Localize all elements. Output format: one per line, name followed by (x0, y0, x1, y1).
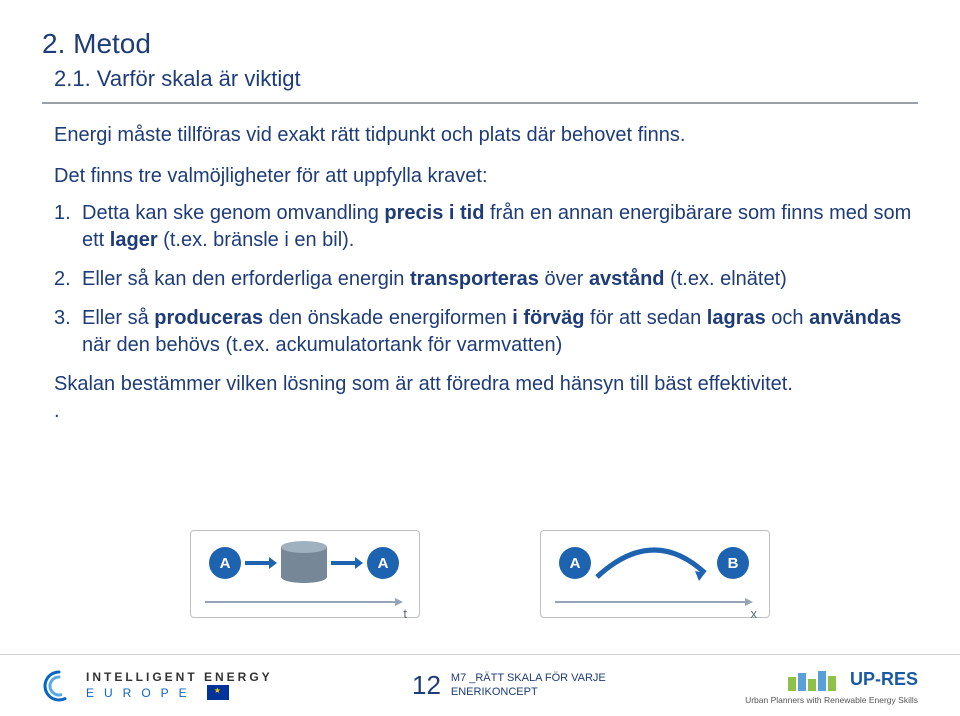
heading-1: 2. Metod (42, 28, 918, 60)
distance-axis: x (555, 610, 755, 611)
list-intro: Det finns tre valmöjligheter för att upp… (54, 163, 918, 190)
bold: lagras (707, 307, 766, 329)
item-number: 1. (54, 200, 71, 227)
ie-line2: EUROPE (86, 685, 273, 700)
diagram-transport-panel: A B x (540, 530, 770, 618)
arrow-icon (331, 561, 355, 565)
arrow-icon (245, 561, 269, 565)
upres-tagline: Urban Planners with Renewable Energy Ski… (745, 695, 918, 705)
item-number: 3. (54, 305, 71, 332)
text: för att sedan (585, 307, 707, 329)
ie-swirl-icon (42, 669, 76, 703)
bold: produceras (154, 307, 263, 329)
divider (42, 102, 918, 104)
ie-line1: INTELLIGENT ENERGY (86, 671, 273, 683)
footer: INTELLIGENT ENERGY EUROPE 12 M7 _RÄTT SK… (0, 654, 960, 716)
upres-name: UP-RES (850, 669, 918, 690)
up-res-logo: UP-RES Urban Planners with Renewable Ene… (745, 667, 918, 705)
bold: precis i tid (384, 202, 484, 224)
bold: användas (809, 307, 901, 329)
text: och (766, 307, 809, 329)
page-number: 12 (412, 670, 441, 701)
heading-2: 2.1. Varför skala är viktigt (54, 66, 918, 92)
text: Eller så (82, 307, 154, 329)
node-b: B (717, 547, 749, 579)
arc-arrow-icon (593, 537, 713, 583)
text: Eller så kan den erforderliga energin (82, 268, 410, 290)
time-axis: t (205, 610, 405, 611)
stray-dot: . (54, 400, 918, 423)
bold: transporteras (410, 268, 539, 290)
numbered-list: 1. Detta kan ske genom omvandling precis… (54, 200, 918, 359)
text: (t.ex. bränsle i en bil). (158, 229, 355, 251)
intelligent-energy-logo: INTELLIGENT ENERGY EUROPE (42, 669, 273, 703)
list-item-3: 3. Eller så produceras den önskade energ… (54, 305, 918, 359)
upres-buildings-icon (786, 667, 842, 693)
text: den önskade energiformen (263, 307, 512, 329)
axis-label: x (751, 606, 758, 621)
list-item-2: 2. Eller så kan den erforderliga energin… (54, 266, 918, 293)
ie-europe-text: EUROPE (86, 687, 197, 699)
node-a: A (559, 547, 591, 579)
text: Detta kan ske genom omvandling (82, 202, 384, 224)
list-item-1: 1. Detta kan ske genom omvandling precis… (54, 200, 918, 254)
text: (t.ex. elnätet) (665, 268, 787, 290)
bold: avstånd (589, 268, 665, 290)
bold: lager (110, 229, 158, 251)
diagram-row: A A t A B x (0, 530, 960, 618)
axis-label: t (403, 606, 407, 621)
eu-flag-icon (207, 685, 229, 700)
footer-center: 12 M7 _RÄTT SKALA FÖR VARJE ENERIKONCEPT (412, 670, 606, 701)
lead-paragraph: Energi måste tillföras vid exakt rätt ti… (54, 122, 918, 149)
footer-title-l1: M7 _RÄTT SKALA FÖR VARJE (451, 672, 606, 685)
footer-title: M7 _RÄTT SKALA FÖR VARJE ENERIKONCEPT (451, 672, 606, 698)
node-a: A (209, 547, 241, 579)
footer-title-l2: ENERIKONCEPT (451, 686, 606, 699)
text: över (539, 268, 589, 290)
item-number: 2. (54, 266, 71, 293)
storage-cylinder-icon (281, 541, 327, 581)
tail-paragraph: Skalan bestämmer vilken lösning som är a… (54, 371, 918, 398)
slide: 2. Metod 2.1. Varför skala är viktigt En… (0, 0, 960, 716)
text: när den behövs (t.ex. ackumulatortank fö… (82, 334, 562, 356)
bold: i förväg (512, 307, 584, 329)
diagram-storage-panel: A A t (190, 530, 420, 618)
node-a: A (367, 547, 399, 579)
